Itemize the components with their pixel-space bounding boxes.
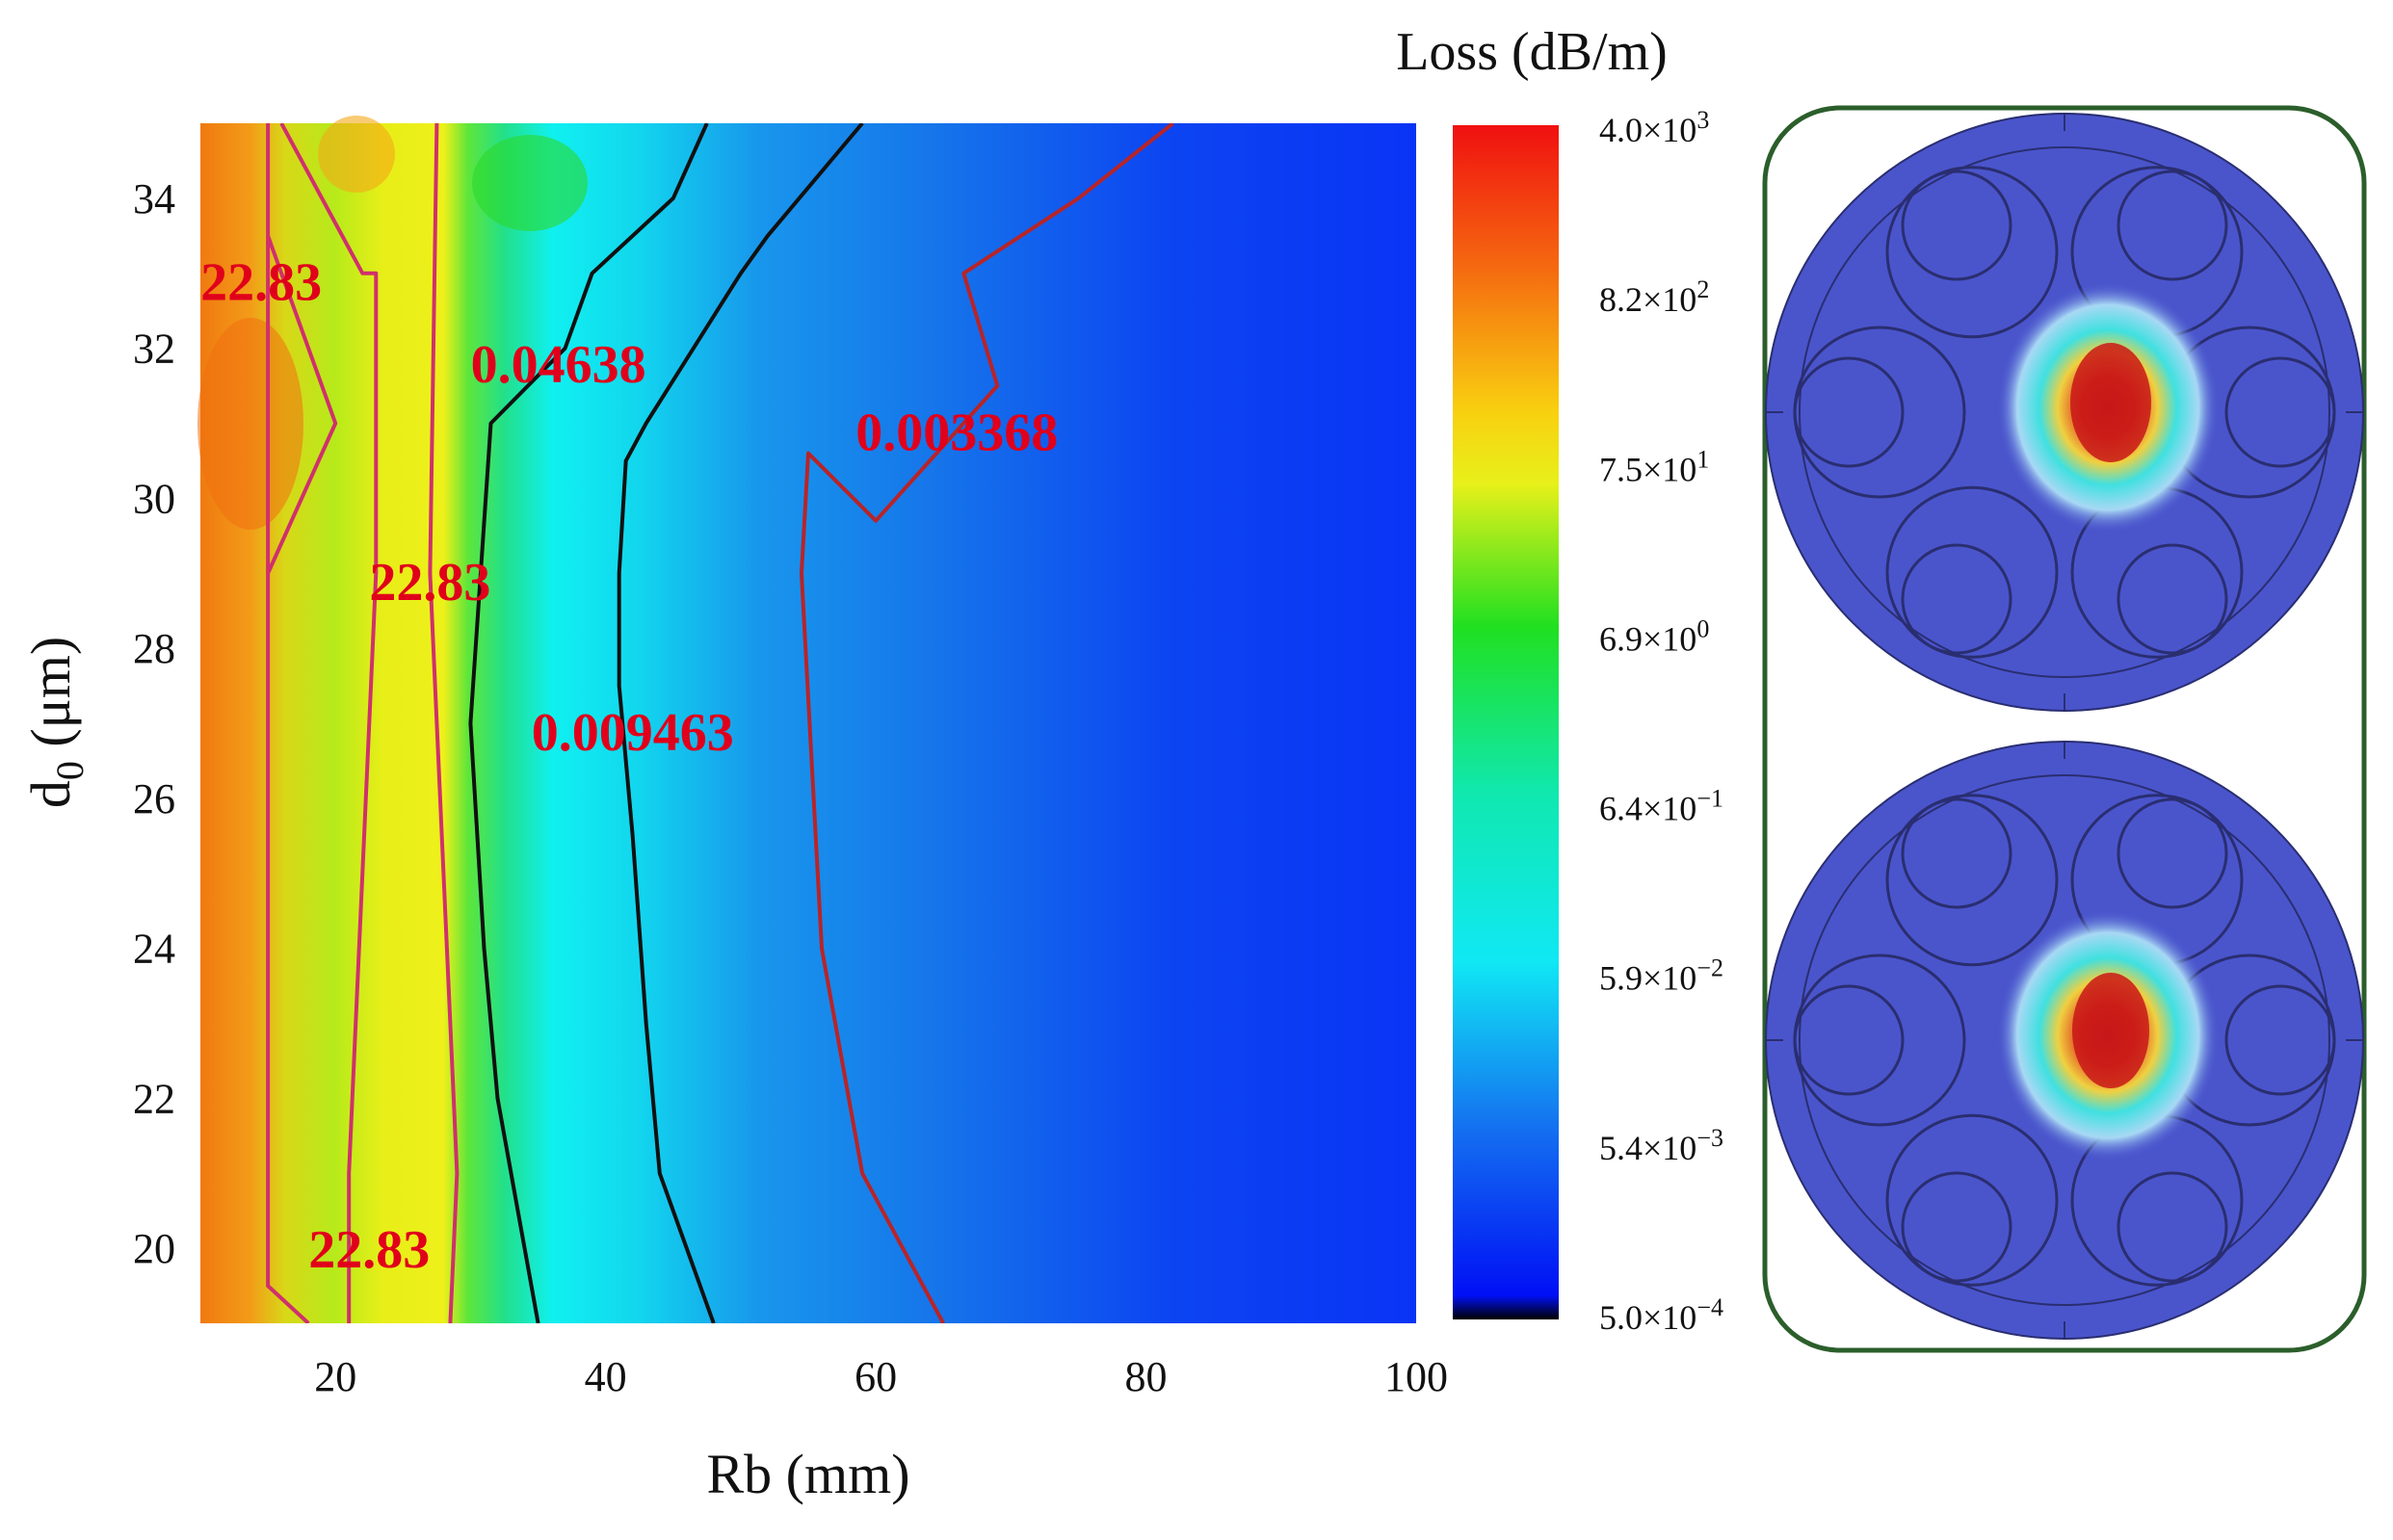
nested-tube	[2224, 984, 2336, 1096]
x-tick-label: 40	[585, 1353, 627, 1400]
nested-tube	[2224, 356, 2336, 468]
x-tick-label: 20	[314, 1353, 356, 1400]
mode-field-bottom	[1765, 741, 2364, 1340]
nested-tube	[2117, 797, 2228, 909]
contour-line	[279, 123, 379, 1323]
contour-line	[266, 123, 338, 1323]
contour-label: 0.003368	[855, 403, 1058, 462]
contour-label: 0.04638	[471, 335, 646, 395]
cladding-tubes	[1793, 166, 2336, 659]
contour-line	[468, 123, 709, 1323]
colorbar-tick-label: 5.4×10−3	[1599, 1124, 1723, 1167]
x-tick-label: 80	[1125, 1353, 1168, 1400]
colorbar-tick-label: 6.9×100	[1599, 614, 1709, 658]
contour-line	[428, 123, 460, 1323]
colorbar-tick-label: 8.2×102	[1599, 275, 1709, 319]
fiber-jacket-ring	[1799, 774, 2330, 1306]
nested-tube	[2117, 170, 2228, 281]
cladding-tube	[1885, 485, 2059, 659]
inset-frame	[1762, 105, 2367, 1353]
nested-tube	[1901, 543, 2012, 655]
heatmap-hotspot	[197, 318, 303, 530]
colorbar-tick-label: 5.9×10−2	[1599, 954, 1723, 998]
contour-label: 22.83	[200, 253, 322, 313]
nested-tube	[2117, 1171, 2228, 1283]
loss-contour-plot: 22.83 22.83 22.83 0.04638 0.009463 0.003368	[197, 116, 1416, 1323]
colorbar-title: Loss (dB/m)	[1396, 22, 1668, 82]
cladding-tube	[1885, 794, 2059, 967]
y-tick-label: 24	[133, 926, 175, 973]
y-tick-label: 34	[133, 175, 175, 222]
y-tick-label: 26	[133, 775, 175, 822]
y-tick-label: 20	[133, 1225, 175, 1272]
cladding-tube	[1885, 1113, 2059, 1287]
nested-tube	[1901, 170, 2012, 281]
y-tick-label: 28	[133, 625, 175, 672]
cladding-tube	[1885, 166, 2059, 339]
contour-line	[800, 123, 1174, 1323]
nested-tube	[1901, 1171, 2012, 1283]
contour-label: 22.83	[369, 553, 490, 613]
colorbar-gradient	[1453, 125, 1559, 1319]
colorbar-tick-label: 4.0×103	[1599, 106, 1709, 149]
colorbar-tick-label: 7.5×101	[1599, 445, 1709, 488]
mode-field-inset	[1762, 105, 2367, 1353]
y-tick-label: 22	[133, 1075, 175, 1122]
heatmap-hotspot	[318, 116, 395, 193]
nested-tube	[1793, 356, 1905, 468]
mode-field-core	[2070, 343, 2151, 462]
y-tick-label: 32	[133, 326, 175, 373]
nested-tube	[1793, 984, 1905, 1096]
x-tick-label: 60	[855, 1353, 897, 1400]
colorbar: Loss (dB/m) 4.0×103 8.2×102 7.5×101 6.9×100…	[1396, 22, 1723, 1337]
heatmap-hotspot	[472, 135, 588, 231]
mode-field-top	[1765, 113, 2364, 712]
fiber-jacket-ring	[1799, 146, 2330, 678]
nested-tube	[2117, 543, 2228, 655]
colorbar-tick-label: 6.4×10−1	[1599, 785, 1723, 828]
contour-line	[617, 123, 864, 1323]
nested-tube	[1901, 797, 2012, 909]
mode-field-core	[2072, 973, 2149, 1088]
contour-label: 22.83	[308, 1220, 430, 1280]
x-axis-title: Rb (mm)	[706, 1443, 909, 1505]
y-tick-label: 30	[133, 475, 175, 522]
contour-label: 0.009463	[532, 703, 734, 763]
y-axis-title: d0 (μm)	[19, 637, 92, 808]
colorbar-tick-label: 5.0×10−4	[1599, 1293, 1723, 1337]
x-tick-label: 100	[1384, 1353, 1448, 1400]
